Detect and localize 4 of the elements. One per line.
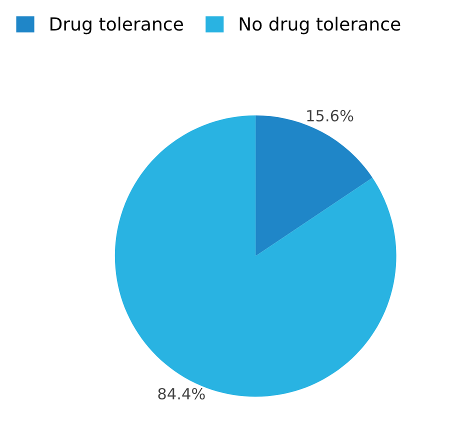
legend-label: No drug tolerance <box>240 16 400 34</box>
data-label: 15.6% <box>307 110 354 122</box>
legend-label: Drug tolerance <box>50 16 183 34</box>
data-label: 84.4% <box>158 388 205 400</box>
